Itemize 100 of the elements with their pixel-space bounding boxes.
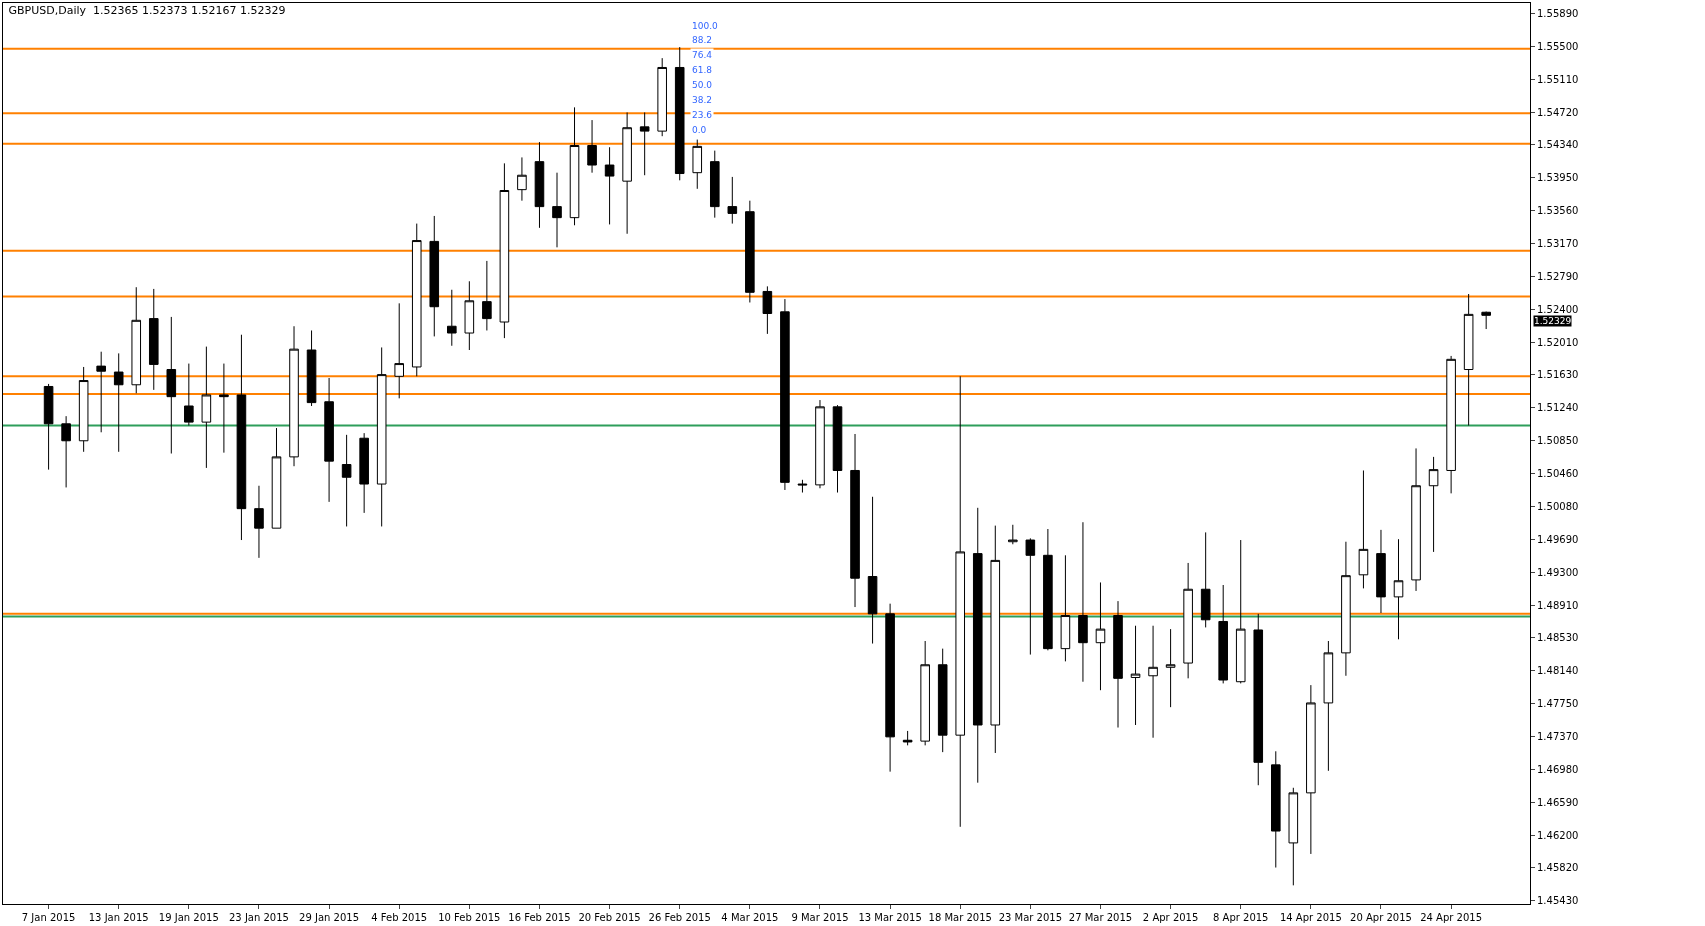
candlestick — [604, 146, 615, 225]
x-tick-label: 7 Jan 2015 — [21, 912, 76, 923]
y-tick-label: 1.51240 — [1537, 402, 1579, 414]
y-tick-label: 1.53950 — [1537, 172, 1579, 184]
candlestick — [1306, 684, 1316, 855]
candlestick — [727, 176, 738, 225]
candlestick — [745, 200, 755, 303]
x-tick-label: 10 Feb 2015 — [438, 912, 501, 923]
candlestick — [254, 485, 264, 559]
candlestick — [1130, 625, 1141, 726]
candlestick — [885, 603, 895, 773]
candlestick — [937, 648, 948, 753]
x-tick-label: 29 Jan 2015 — [299, 912, 360, 923]
x-tick-label: 13 Jan 2015 — [88, 912, 149, 923]
y-tick-label: 1.53560 — [1537, 205, 1579, 217]
y-tick-label: 1.49690 — [1537, 533, 1579, 545]
candlestick — [324, 377, 334, 503]
candlestick — [219, 363, 229, 454]
x-tick-label: 4 Feb 2015 — [371, 912, 428, 923]
candlestick — [1095, 581, 1106, 691]
candlestick — [1428, 456, 1439, 553]
candlestick — [43, 383, 54, 471]
x-tick-label: 20 Feb 2015 — [578, 912, 641, 923]
candlestick — [1218, 584, 1228, 684]
candlestick — [184, 363, 194, 426]
candlestick — [902, 730, 913, 746]
y-tick-label: 1.52010 — [1537, 336, 1579, 348]
candlestick — [920, 640, 930, 746]
candlestick — [1235, 539, 1246, 684]
y-tick-label: 1.50850 — [1537, 435, 1579, 447]
candlestick — [1043, 528, 1053, 651]
y-tick-label: 1.45820 — [1537, 862, 1579, 874]
candlestick — [955, 375, 966, 828]
candlestick — [972, 507, 983, 784]
candlestick — [1113, 600, 1123, 729]
candlestick — [797, 479, 808, 494]
candlestick — [1481, 311, 1491, 330]
candlestick — [832, 404, 843, 494]
candlestick — [1411, 447, 1421, 592]
candlestick — [499, 162, 510, 339]
candlestick — [61, 415, 71, 488]
candlestick — [464, 280, 475, 351]
candlestick — [534, 141, 545, 229]
x-tick-label: 4 Mar 2015 — [721, 912, 779, 923]
candlestick — [482, 260, 492, 331]
candlestick — [850, 433, 860, 608]
candlestick — [201, 346, 212, 469]
x-tick-label: 24 Apr 2015 — [1420, 912, 1483, 923]
candlestick — [867, 496, 878, 645]
candlestick — [1183, 562, 1193, 679]
candlestick — [990, 525, 1001, 754]
annotation: 23.6 — [692, 110, 713, 120]
candlestick — [517, 156, 527, 202]
candlestick — [1078, 521, 1088, 683]
candlestick — [674, 46, 685, 181]
candlestick — [341, 434, 352, 527]
candlestick — [639, 111, 650, 176]
candlestick — [376, 346, 387, 527]
y-tick-label: 1.48910 — [1537, 599, 1579, 611]
candlestick — [131, 286, 142, 394]
annotation: 38.2 — [692, 95, 713, 105]
x-tick-label: 20 Apr 2015 — [1350, 912, 1412, 923]
x-tick-label: 23 Mar 2015 — [998, 912, 1063, 923]
candlestick — [394, 302, 405, 399]
annotation: 61.8 — [692, 65, 713, 75]
y-tick-label: 1.52400 — [1537, 303, 1579, 315]
candlestick — [569, 106, 580, 226]
y-tick-label: 1.46590 — [1537, 796, 1579, 808]
text: 1.52329 — [1534, 316, 1572, 326]
candlestick — [815, 399, 825, 489]
candlestick — [236, 334, 247, 541]
y-tick-label: 1.48530 — [1537, 632, 1579, 644]
annotation: 100.0 — [692, 21, 719, 31]
x-tick-label: 16 Feb 2015 — [508, 912, 571, 923]
candlestick — [411, 223, 422, 377]
y-tick-label: 1.46980 — [1537, 763, 1579, 775]
y-tick-label: 1.47370 — [1537, 730, 1579, 742]
candlestick — [1148, 625, 1158, 739]
candlestick — [1323, 640, 1334, 772]
y-tick-label: 1.50460 — [1537, 468, 1579, 480]
candlestick — [1376, 529, 1386, 614]
y-tick-label: 1.50080 — [1537, 500, 1579, 512]
candlestick — [166, 316, 177, 454]
y-tick-label: 1.55110 — [1537, 73, 1579, 85]
candlestick — [1200, 531, 1211, 628]
candlestick — [1463, 293, 1474, 426]
candlestick — [692, 139, 703, 190]
candlestick — [359, 432, 369, 514]
candlestick — [622, 111, 632, 235]
candlestick — [1008, 524, 1018, 545]
candlestick — [1271, 750, 1281, 869]
y-tick-label: 1.48140 — [1537, 665, 1579, 677]
candlestick — [1060, 554, 1071, 662]
y-tick-label: 1.45430 — [1537, 895, 1579, 907]
candlestick — [447, 289, 457, 347]
annotation: 0.0 — [692, 125, 707, 135]
candlestick — [1165, 628, 1176, 708]
candlestick — [1358, 469, 1369, 589]
x-tick-label: 26 Feb 2015 — [648, 912, 711, 923]
y-tick-label: 1.47750 — [1537, 698, 1579, 710]
